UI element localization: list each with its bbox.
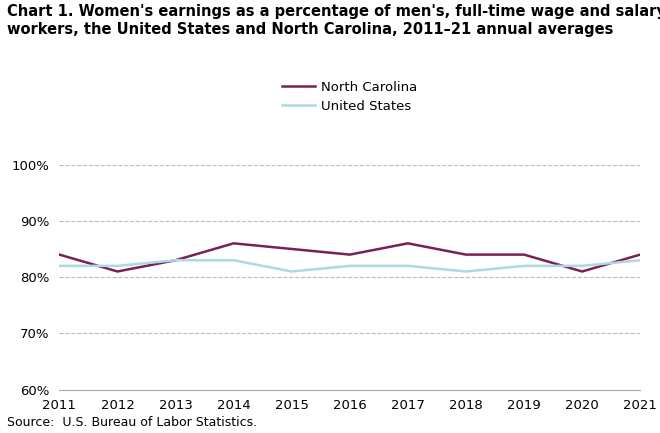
Legend: North Carolina, United States: North Carolina, United States: [278, 77, 422, 117]
Text: Chart 1. Women's earnings as a percentage of men's, full-time wage and salary
wo: Chart 1. Women's earnings as a percentag…: [7, 4, 660, 37]
Text: Source:  U.S. Bureau of Labor Statistics.: Source: U.S. Bureau of Labor Statistics.: [7, 416, 257, 429]
